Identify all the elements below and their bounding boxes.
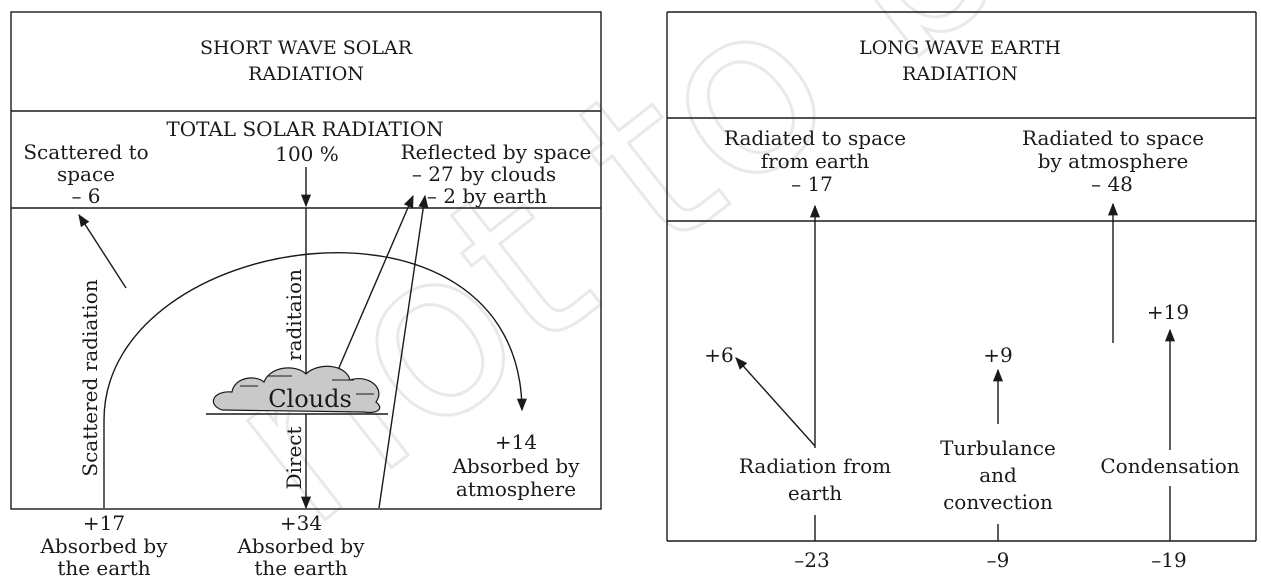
scattered-space-value: – 6 xyxy=(71,184,100,208)
minus19-label: –19 xyxy=(1151,548,1186,572)
earth-scatter-line1: Absorbed by xyxy=(39,534,168,558)
earth-space-line2: from earth xyxy=(761,149,870,173)
scattered-arc-arrow xyxy=(103,252,527,508)
radiation-from-earth-line1: Radiation from xyxy=(739,454,891,478)
reflected-earth-arrow xyxy=(378,194,429,509)
earth-direct-line2: the earth xyxy=(254,556,347,578)
atm-absorbed-line2: atmosphere xyxy=(456,477,576,501)
total-solar-label: TOTAL SOLAR RADIATION xyxy=(166,117,443,141)
direct-vertical-label: Direct xyxy=(282,426,306,489)
scattered-space-line2: space xyxy=(57,162,115,186)
earth-space-value: – 17 xyxy=(791,172,833,196)
radiation-from-earth-line2: earth xyxy=(788,481,842,505)
scattered-space-line1: Scattered to xyxy=(23,140,148,164)
plus6-label: +6 xyxy=(704,343,733,367)
reflected-line1: Reflected by space xyxy=(401,140,592,164)
earth-scatter-line2: the earth xyxy=(57,556,150,578)
reflected-clouds-arrow xyxy=(337,194,414,371)
plus9-label: +9 xyxy=(983,343,1012,367)
earth-direct-value: +34 xyxy=(280,511,322,535)
atm-space-line1: Radiated to space xyxy=(1022,126,1204,150)
turbulence-line2: and xyxy=(979,463,1017,487)
left-title-line2: RADIATION xyxy=(248,63,364,85)
scattered-space-arrow xyxy=(78,213,127,289)
atm-absorbed-value: +14 xyxy=(495,430,537,454)
minus9-label: –9 xyxy=(987,548,1010,572)
clouds-label: Clouds xyxy=(268,385,352,413)
minus23-label: –23 xyxy=(794,548,829,572)
cloud-icon xyxy=(212,365,381,414)
atm-space-value: – 48 xyxy=(1091,172,1133,196)
radiation-vertical-label: raditaion xyxy=(282,269,306,361)
earth-space-line1: Radiated to space xyxy=(724,126,906,150)
total-solar-value: 100 % xyxy=(275,142,339,166)
earth-to-atm-arrow xyxy=(735,357,816,447)
condensation-label: Condensation xyxy=(1100,454,1239,478)
atm-absorbed-line1: Absorbed by xyxy=(451,454,580,478)
turbulence-line3: convection xyxy=(943,490,1053,514)
long-wave-panel: LONG WAVE EARTH RADIATION Radiated to sp… xyxy=(666,11,1257,572)
right-title-line1: LONG WAVE EARTH xyxy=(859,37,1061,59)
earth-scatter-value: +17 xyxy=(83,511,125,535)
right-title-line2: RADIATION xyxy=(902,63,1018,85)
earth-direct-line1: Absorbed by xyxy=(236,534,365,558)
plus19-label: +19 xyxy=(1147,300,1189,324)
reflected-clouds: – 27 by clouds xyxy=(412,162,556,186)
short-wave-panel: SHORT WAVE SOLAR RADIATION TOTAL SOLAR R… xyxy=(10,11,602,578)
scattered-radiation-label: Scattered radiation xyxy=(78,279,102,476)
atm-space-line2: by atmosphere xyxy=(1038,149,1189,173)
reflected-earth: – 2 by earth xyxy=(427,184,547,208)
turbulence-line1: Turbulance xyxy=(940,436,1056,460)
left-title-line1: SHORT WAVE SOLAR xyxy=(200,37,413,59)
